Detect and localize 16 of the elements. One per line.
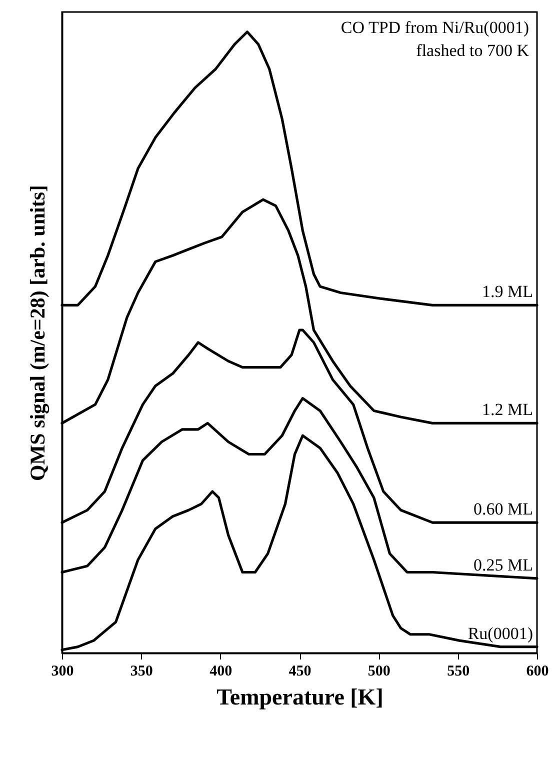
y-axis-title: QMS signal (m/e=28) [arb. units] — [26, 184, 50, 482]
series-label: 1.9 ML — [482, 282, 533, 302]
x-tick-label: 300 — [51, 664, 74, 680]
series-label: 0.60 ML — [474, 500, 533, 519]
annotation: flashed to 700 K — [416, 41, 530, 60]
x-tick-label: 400 — [210, 664, 232, 680]
annotation: CO TPD from Ni/Ru(0001) — [340, 18, 529, 37]
series-label: 0.25 ML — [474, 555, 533, 574]
x-tick-label: 500 — [368, 664, 390, 680]
series-label: Ru(0001) — [468, 624, 533, 643]
x-tick-label: 550 — [447, 664, 470, 680]
x-tick-label: 350 — [130, 664, 153, 680]
series-label: 1.2 ML — [482, 400, 533, 420]
x-axis-title: Temperature [K] — [216, 684, 384, 710]
x-tick-label: 450 — [288, 664, 312, 680]
x-tick-label: 600 — [526, 664, 549, 680]
